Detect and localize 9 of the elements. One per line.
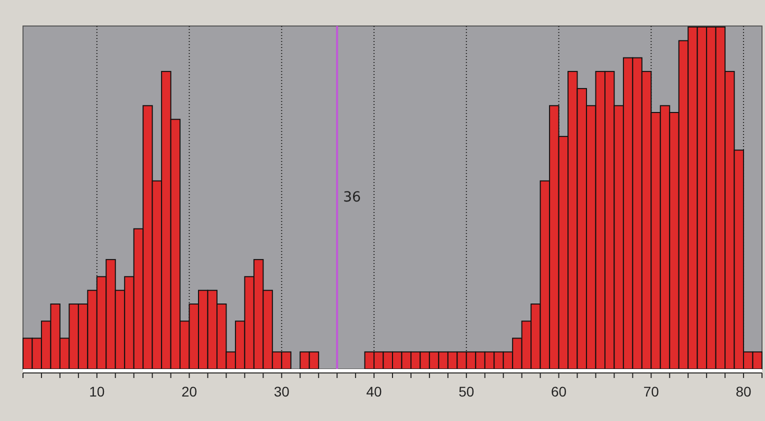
x-tick-label: 30 — [274, 383, 290, 400]
x-tick-label: 40 — [366, 383, 382, 400]
x-tick-label: 10 — [89, 383, 105, 400]
x-tick-label: 20 — [181, 383, 198, 400]
x-tick-label: 70 — [643, 383, 660, 400]
x-tick-label: 80 — [736, 383, 752, 400]
x-tick-label: 60 — [550, 383, 567, 400]
ref-line-label: 36 — [343, 190, 361, 206]
x-tick-label: 50 — [458, 383, 474, 400]
